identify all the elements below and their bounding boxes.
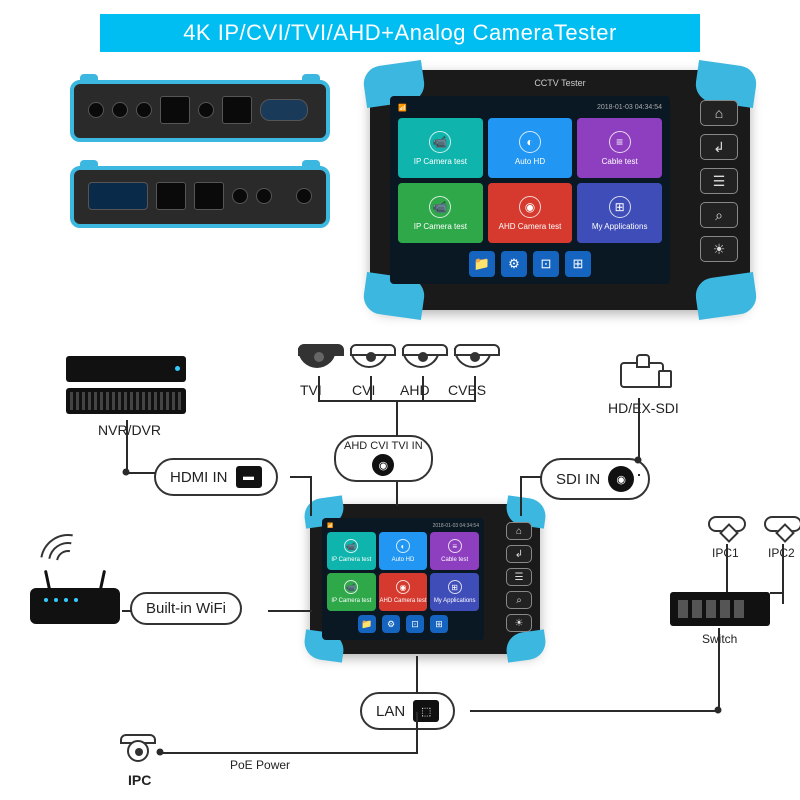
camera-icon: 📹 bbox=[429, 196, 451, 218]
device-front-small: 📶2018-01-03 04:34:54 📹IP Camera test ◐Au… bbox=[310, 504, 540, 654]
dock-files[interactable]: 📁 bbox=[469, 251, 495, 277]
btn-brightness[interactable]: ☀ bbox=[700, 236, 738, 262]
sdi-camera-icon bbox=[620, 362, 664, 388]
tile-my-apps[interactable]: ⊞My Applications bbox=[577, 183, 662, 243]
device-header: CCTV Tester bbox=[370, 78, 750, 88]
pill-lan: LAN⬚ bbox=[360, 692, 455, 730]
camera-icon: 📹 bbox=[429, 131, 451, 153]
dock-settings[interactable]: ⚙ bbox=[501, 251, 527, 277]
hd-icon: ◐ bbox=[519, 131, 541, 153]
btn-home[interactable]: ⌂ bbox=[700, 100, 738, 126]
pill-sdi-in: SDI IN◉ bbox=[540, 458, 650, 500]
bnc-port-icon: ◉ bbox=[372, 454, 394, 476]
device-front-large: CCTV Tester 📶 2018-01-03 04:34:54 📹IP Ca… bbox=[370, 70, 750, 310]
tile-ip-camera[interactable]: 📹IP Camera test bbox=[398, 118, 483, 178]
ipc1-camera-icon bbox=[708, 516, 746, 532]
dvr-icon bbox=[66, 388, 186, 414]
status-right: 2018-01-03 04:34:54 bbox=[597, 104, 662, 112]
pill-wifi: Built-in WiFi bbox=[130, 592, 242, 625]
ahd-icon: ◉ bbox=[519, 196, 541, 218]
cable-icon: ≡ bbox=[609, 131, 631, 153]
dock-display[interactable]: ⊡ bbox=[533, 251, 559, 277]
connectivity-diagram: TVI CVI AHD CVBS NVR/DVR HD/EX-SDI HDMI … bbox=[0, 340, 800, 800]
ipc-label: IPC bbox=[128, 772, 151, 788]
tile-ip-camera-2[interactable]: 📹IP Camera test bbox=[398, 183, 483, 243]
dock-apps[interactable]: ⊞ bbox=[565, 251, 591, 277]
ipc2-camera-icon bbox=[764, 516, 800, 532]
tile-grid: 📹IP Camera test ◐Auto HD ≡Cable test 📹IP… bbox=[398, 118, 662, 243]
nvr-icon bbox=[66, 356, 186, 382]
device-bottom-edge bbox=[70, 166, 330, 228]
hdmi-port-icon: ▬ bbox=[236, 466, 262, 488]
sdi-port-icon: ◉ bbox=[608, 466, 634, 492]
pill-ahd-in: AHD CVI TVI IN ◉ bbox=[334, 435, 433, 482]
status-left: 📶 bbox=[398, 104, 407, 112]
hardware-buttons: ⌂ ↲ ☰ ⌕ ☀ bbox=[700, 100, 738, 262]
poe-label: PoE Power bbox=[230, 758, 290, 772]
ipc-camera-icon bbox=[120, 734, 156, 762]
ahd-label: AHD bbox=[400, 382, 430, 398]
cvbs-label: CVBS bbox=[448, 382, 486, 398]
device-screen: 📶 2018-01-03 04:34:54 📹IP Camera test ◐A… bbox=[390, 96, 670, 284]
btn-enter[interactable]: ↲ bbox=[700, 134, 738, 160]
side-views bbox=[70, 80, 330, 228]
tile-ahd-camera[interactable]: ◉AHD Camera test bbox=[488, 183, 573, 243]
router-icon bbox=[30, 588, 120, 624]
tile-auto-hd[interactable]: ◐Auto HD bbox=[488, 118, 573, 178]
apps-icon: ⊞ bbox=[609, 196, 631, 218]
device-top-edge bbox=[70, 80, 330, 142]
btn-search[interactable]: ⌕ bbox=[700, 202, 738, 228]
sdi-camera-label: HD/EX-SDI bbox=[608, 400, 679, 416]
nvr-dvr-label: NVR/DVR bbox=[98, 422, 161, 438]
dock: 📁 ⚙ ⊡ ⊞ bbox=[398, 251, 662, 277]
btn-menu[interactable]: ☰ bbox=[700, 168, 738, 194]
switch-icon bbox=[670, 592, 770, 626]
title-banner: 4K IP/CVI/TVI/AHD+Analog CameraTester bbox=[100, 14, 700, 52]
tile-cable-test[interactable]: ≡Cable test bbox=[577, 118, 662, 178]
pill-hdmi-in: HDMI IN▬ bbox=[154, 458, 278, 496]
